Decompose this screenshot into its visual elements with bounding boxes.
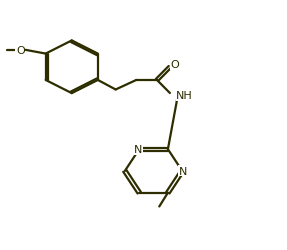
- Text: O: O: [171, 60, 179, 70]
- Text: N: N: [179, 166, 187, 176]
- Text: N: N: [134, 144, 143, 154]
- Text: O: O: [16, 46, 25, 56]
- Text: NH: NH: [176, 91, 193, 101]
